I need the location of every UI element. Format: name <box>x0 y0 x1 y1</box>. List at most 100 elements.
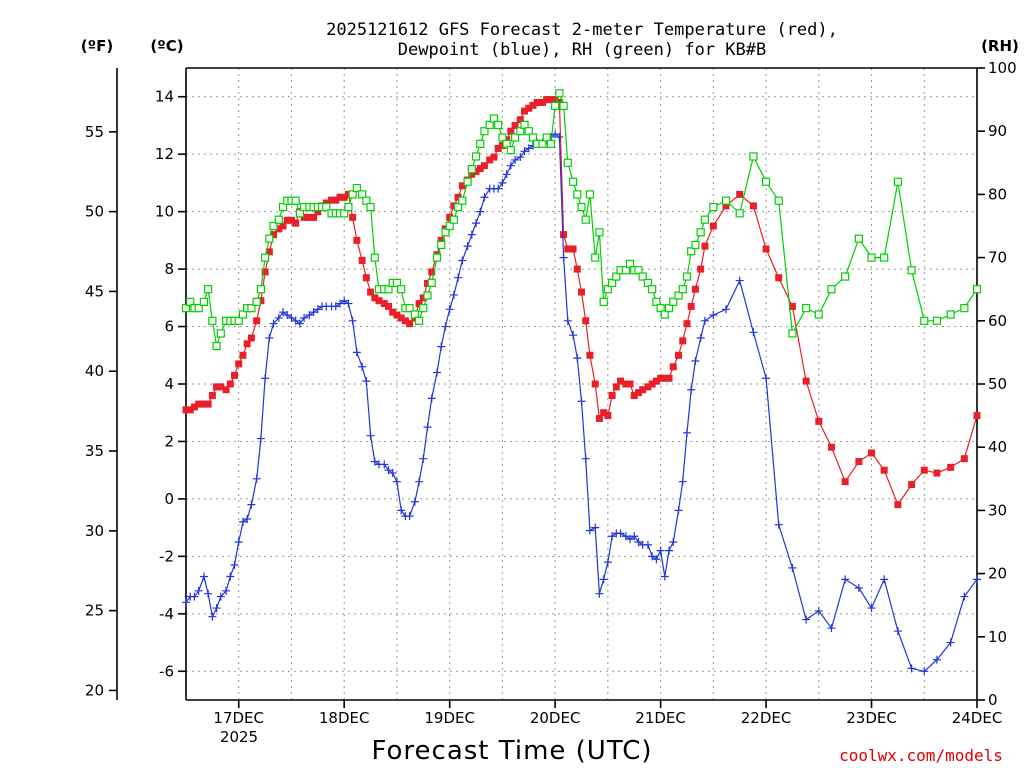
dewpoint-point <box>419 454 428 463</box>
dewpoint-point <box>599 575 608 584</box>
relative-humidity-point <box>674 291 683 300</box>
relative-humidity-point <box>555 89 564 98</box>
x-tick-label: 23DEC <box>846 709 897 727</box>
relative-humidity-point <box>274 215 283 224</box>
relative-humidity-point <box>520 120 529 129</box>
temperature-point <box>533 98 541 106</box>
dewpoint-point <box>687 385 696 394</box>
temperature-point <box>652 377 660 385</box>
temperature-point <box>393 311 401 319</box>
x-tick-label: 20DEC <box>530 709 581 727</box>
dewpoint-point <box>472 219 481 228</box>
temperature-point <box>538 98 546 106</box>
relative-humidity-point <box>366 202 375 212</box>
relative-humidity-point <box>612 272 621 281</box>
dewpoint-point <box>634 538 643 546</box>
temperature-point <box>186 406 194 414</box>
temperature-point <box>630 391 638 399</box>
dewpoint-point <box>700 316 709 325</box>
relative-humidity-point <box>735 209 744 218</box>
chart-title-line-1: 2025121612 GFS Forecast 2-meter Temperat… <box>326 20 838 40</box>
temperature-point <box>332 196 340 204</box>
rh-tick-label: 70 <box>988 249 1007 267</box>
relative-humidity-point <box>607 278 617 287</box>
dewpoint-point <box>516 153 525 162</box>
relative-humidity-point <box>656 304 665 313</box>
temperature-point <box>622 380 630 388</box>
temperature-point <box>454 193 462 201</box>
year-label: 2025 <box>220 728 258 746</box>
dewpoint-point <box>932 655 941 664</box>
relative-humidity-point <box>893 177 903 186</box>
dewpoint-point <box>814 606 823 615</box>
relative-humidity-point <box>502 139 511 148</box>
temperature-point <box>397 314 405 322</box>
dewpoint-point <box>410 497 419 506</box>
celsius-tick-label: 14 <box>155 88 174 106</box>
temperature-point <box>920 466 928 474</box>
dewpoint-point <box>691 357 700 366</box>
rh-tick-label: 10 <box>988 628 1007 646</box>
relative-humidity-point <box>392 278 402 287</box>
relative-humidity-point <box>643 278 653 287</box>
dewpoint-point <box>449 290 458 299</box>
fahrenheit-tick-label: 50 <box>85 203 104 221</box>
temperature-point <box>697 265 705 273</box>
dewpoint-point <box>721 305 730 314</box>
dewpoint-point <box>569 331 578 340</box>
temperature-point <box>507 127 515 135</box>
temperature-point <box>380 300 388 308</box>
temperature-point <box>472 167 480 175</box>
dewpoint-point <box>749 328 758 337</box>
relative-humidity-point <box>485 120 494 129</box>
relative-humidity-point <box>880 253 889 262</box>
dewpoint-point <box>247 500 256 509</box>
relative-humidity-point <box>480 127 489 136</box>
temperature-point <box>437 236 445 244</box>
dewpoint-point <box>511 155 520 164</box>
dewpoint-point <box>660 572 669 581</box>
temperature-point <box>551 96 559 104</box>
temperature-point <box>639 386 647 394</box>
temperature-point <box>344 190 352 198</box>
dewpoint-point <box>300 313 309 322</box>
temperature-point <box>815 417 823 425</box>
temperature-point <box>314 208 322 216</box>
rh-tick-label: 40 <box>988 438 1007 456</box>
relative-humidity-point <box>669 297 678 306</box>
temperature-point <box>661 374 669 382</box>
dewpoint-point <box>265 334 274 343</box>
fahrenheit-tick-label: 20 <box>85 681 104 699</box>
dewpoint-point <box>608 532 617 541</box>
dewpoint-point <box>788 563 797 572</box>
relative-humidity-point <box>247 304 256 313</box>
temperature-point <box>476 165 484 173</box>
dewpoint-point <box>696 334 705 343</box>
temperature-point <box>310 213 318 221</box>
fahrenheit-tick-label: 25 <box>85 602 104 620</box>
temperature-point <box>648 380 656 388</box>
dewpoint-point <box>291 316 300 325</box>
temperature-point <box>428 268 436 276</box>
dewpoint-point <box>234 538 243 546</box>
relative-humidity-point <box>216 329 225 338</box>
temperature-point <box>328 196 336 204</box>
temperature-point <box>582 317 590 325</box>
rh-tick-label: 50 <box>988 375 1007 393</box>
temperature-point <box>498 142 506 150</box>
temperature-point <box>665 374 673 382</box>
dewpoint-point <box>194 586 203 595</box>
temperature-point <box>762 245 770 253</box>
celsius-tick-label: -2 <box>159 547 174 565</box>
dewpoint-point <box>388 469 397 478</box>
dewpoint-point <box>480 193 489 202</box>
dewpoint-point <box>656 546 665 555</box>
temperature-point <box>283 216 291 224</box>
temperature-point <box>612 383 620 391</box>
temperature-point <box>521 107 529 115</box>
dewpoint-point <box>208 612 217 621</box>
temperature-point <box>253 317 261 325</box>
temperature-point <box>371 294 379 302</box>
temperature-point <box>195 400 203 408</box>
temperature-point <box>600 409 608 417</box>
